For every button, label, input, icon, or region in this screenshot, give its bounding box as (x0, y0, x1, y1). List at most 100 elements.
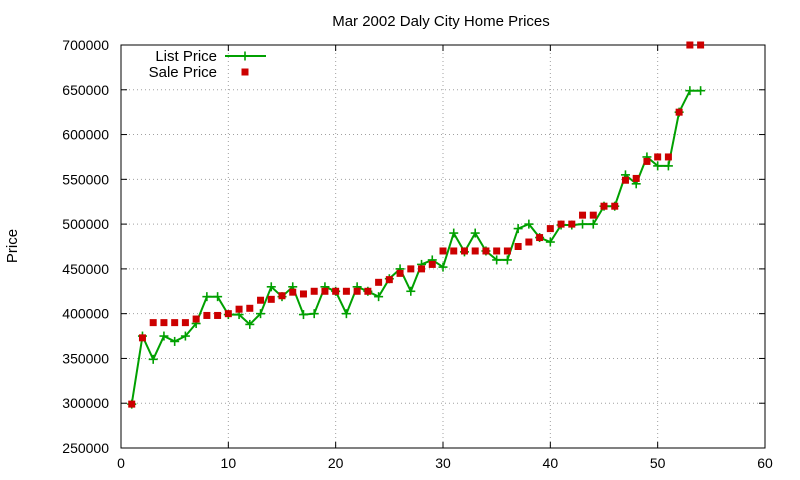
x-tick-label: 40 (543, 455, 559, 471)
x-tick-label: 10 (221, 455, 237, 471)
sale-price-point (364, 287, 372, 295)
sale-price-point (181, 319, 189, 327)
sale-price-point (697, 41, 705, 49)
y-axis-tick-labels: 250000 300000 350000 400000 450000 500000 5500… (62, 37, 109, 456)
sale-price-point (289, 288, 297, 296)
list-price-point (663, 161, 673, 171)
legend-label-sale-price: Sale Price (149, 64, 217, 81)
x-tick-label: 30 (435, 455, 451, 471)
sale-price-point (332, 287, 340, 295)
y-axis-label: Price (4, 229, 21, 263)
list-price-point (341, 309, 351, 319)
x-axis-tick-labels: 0 10 20 30 40 50 60 (117, 455, 773, 471)
sale-price-point (664, 153, 672, 161)
y-tick-label: 300000 (62, 395, 109, 411)
sale-price-point (611, 202, 619, 210)
sale-price-point (428, 260, 436, 268)
sale-price-point (267, 295, 275, 303)
list-price-line (130, 89, 701, 405)
sale-price-point (342, 287, 350, 295)
list-price-point (159, 331, 169, 341)
list-price-point (588, 219, 598, 229)
sale-price-point (321, 287, 329, 295)
sale-price-point (439, 247, 447, 255)
legend-plus-marker (240, 51, 250, 61)
list-price-point (685, 86, 695, 96)
legend-swatch-list-price-marker (240, 51, 250, 61)
y-tick-label: 700000 (62, 37, 109, 53)
axis-ticks (120, 44, 766, 449)
x-tick-label: 20 (328, 455, 344, 471)
y-tick-label: 600000 (62, 127, 109, 143)
sale-price-point (128, 400, 136, 408)
sale-price-point (278, 292, 286, 300)
list-price-point (578, 219, 588, 229)
list-price-point (438, 262, 448, 272)
list-price-point (470, 228, 480, 238)
sale-price-point (546, 225, 554, 233)
sale-price-point (257, 296, 265, 304)
sale-price-point (214, 311, 222, 319)
sale-price-point (138, 334, 146, 342)
sale-price-point (203, 311, 211, 319)
list-price-point (502, 255, 512, 265)
list-price-point (374, 292, 384, 302)
sale-price-point (471, 247, 479, 255)
series-sale-price (128, 41, 705, 408)
sale-price-point (149, 319, 157, 327)
sale-price-point (160, 319, 168, 327)
sale-price-point (493, 247, 501, 255)
sale-price-point (621, 176, 629, 184)
list-price-point (245, 319, 255, 329)
sale-price-point (482, 247, 490, 255)
y-tick-label: 500000 (62, 216, 109, 232)
sale-price-point (192, 315, 200, 323)
sale-price-point (643, 157, 651, 165)
y-tick-label: 250000 (62, 440, 109, 456)
list-price-point (213, 292, 223, 302)
list-price-point (513, 224, 523, 234)
sale-price-point (171, 319, 179, 327)
sale-price-point (536, 234, 544, 242)
list-price-point (256, 309, 266, 319)
list-price-point (170, 336, 180, 346)
sale-price-point (299, 290, 307, 298)
x-tick-label: 60 (757, 455, 773, 471)
sale-price-point (568, 220, 576, 228)
y-tick-label: 450000 (62, 261, 109, 277)
sale-price-point (418, 265, 426, 273)
list-price-point (545, 237, 555, 247)
sale-price-point (675, 108, 683, 116)
sale-price-point (632, 174, 640, 182)
y-tick-label: 400000 (62, 306, 109, 322)
list-price-point (524, 219, 534, 229)
list-price-point (148, 354, 158, 364)
sale-price-point (525, 238, 533, 246)
sale-price-point (589, 211, 597, 219)
list-price-point (696, 86, 706, 96)
sale-price-point (375, 278, 383, 286)
sale-price-point (224, 310, 232, 318)
y-tick-label: 550000 (62, 171, 109, 187)
legend-label-list-price: List Price (155, 48, 217, 65)
sale-price-point (600, 202, 608, 210)
sale-price-point (246, 304, 254, 312)
list-price-point (298, 310, 308, 320)
sale-price-point (503, 247, 511, 255)
list-price-point (202, 292, 212, 302)
x-tick-label: 0 (117, 455, 125, 471)
sale-price-point (460, 247, 468, 255)
list-price-point (492, 255, 502, 265)
sale-price-point (654, 153, 662, 161)
legend: List Price Sale Price (149, 48, 266, 81)
y-tick-label: 350000 (62, 350, 109, 366)
sale-price-point (396, 269, 404, 277)
sale-price-point (407, 265, 415, 273)
grid-lines (121, 45, 765, 448)
sale-price-point (353, 287, 361, 295)
legend-swatch-sale-price-marker (241, 68, 249, 76)
list-price-point (406, 286, 416, 296)
sale-price-point (514, 243, 522, 250)
